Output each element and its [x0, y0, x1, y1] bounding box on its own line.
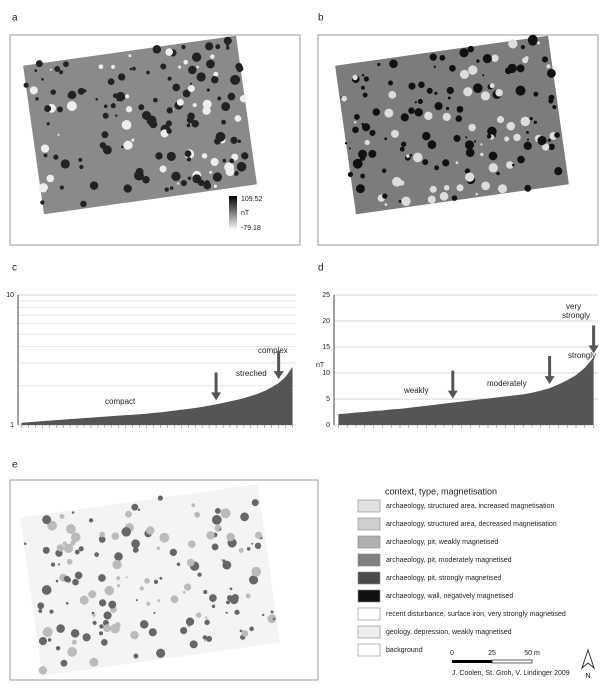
figure: a b c d e 109.52 nT -79.18 1 10 compact str… [0, 0, 608, 687]
y-tick-label: 10 [322, 370, 330, 377]
arrow-head [211, 392, 221, 400]
annotation: strongly [568, 351, 596, 360]
panel-label: d [318, 263, 324, 274]
scale-label: 25 [488, 650, 496, 657]
legend-swatch [358, 608, 380, 620]
legend-swatch [358, 536, 380, 548]
area [338, 357, 593, 425]
legend-label: archaeology, wall, negatively magnetised [386, 593, 513, 600]
scale-bar [492, 660, 532, 663]
legend-title: context, type, magnetisation [385, 486, 497, 496]
legend-label: archaeology, structured area, increased … [386, 503, 554, 510]
y-tick-label: 0 [326, 422, 330, 429]
scale-label: 50 m [524, 650, 540, 657]
scale-bar [452, 660, 492, 663]
colorbar-label: 109.52 [241, 196, 263, 203]
panel-label: c [12, 263, 17, 274]
legend-swatch [358, 554, 380, 566]
y-tick-label: 1 [10, 422, 14, 429]
legend-swatch [358, 500, 380, 512]
arrow-head [274, 371, 284, 379]
panel-label: a [12, 13, 18, 24]
annotation: compact [105, 397, 136, 406]
y-tick-label: 10 [6, 292, 14, 299]
panel-label: e [12, 460, 18, 471]
legend-swatch [358, 644, 380, 656]
north-label: N [585, 673, 590, 680]
colorbar-label: nT [241, 210, 250, 217]
annotation: complex [258, 346, 288, 355]
y-tick-label: 25 [322, 292, 330, 299]
credit: J. Coolen, St. Groh, V. Lindinger 2009 [452, 670, 570, 677]
y-axis-label: nT [316, 362, 325, 369]
colorbar [229, 196, 237, 230]
annotation: streched [236, 369, 267, 378]
annotation: strongly [562, 311, 590, 320]
legend-label: archaeology, pit, strongly magnetised [386, 575, 502, 582]
scale-label: 0 [450, 650, 454, 657]
panel-label: b [318, 13, 324, 24]
legend-label: archaeology, structured area, decreased … [386, 521, 557, 528]
annotation: weakly [403, 386, 428, 395]
y-tick-label: 20 [322, 318, 330, 325]
annotation: very [566, 302, 581, 311]
y-tick-label: 15 [322, 344, 330, 351]
arrow-head [448, 391, 458, 399]
y-tick-label: 5 [326, 396, 330, 403]
colorbar-label: -79.18 [241, 225, 261, 232]
legend-swatch [358, 572, 380, 584]
legend-label: archaeology, pit, moderately magnetised [386, 557, 512, 564]
legend-label: recent disturbance, surface iron, very s… [386, 611, 566, 618]
legend-label: geology, depression, weakly magnetised [386, 629, 512, 636]
legend-swatch [358, 590, 380, 602]
legend-swatch [358, 518, 380, 530]
legend-label: background [386, 647, 423, 654]
north-arrow [582, 650, 594, 668]
arrow-head [545, 376, 555, 384]
legend-label: archaeology, pit, weakly magnetised [386, 539, 498, 546]
legend-swatch [358, 626, 380, 638]
annotation: moderately [487, 379, 527, 388]
